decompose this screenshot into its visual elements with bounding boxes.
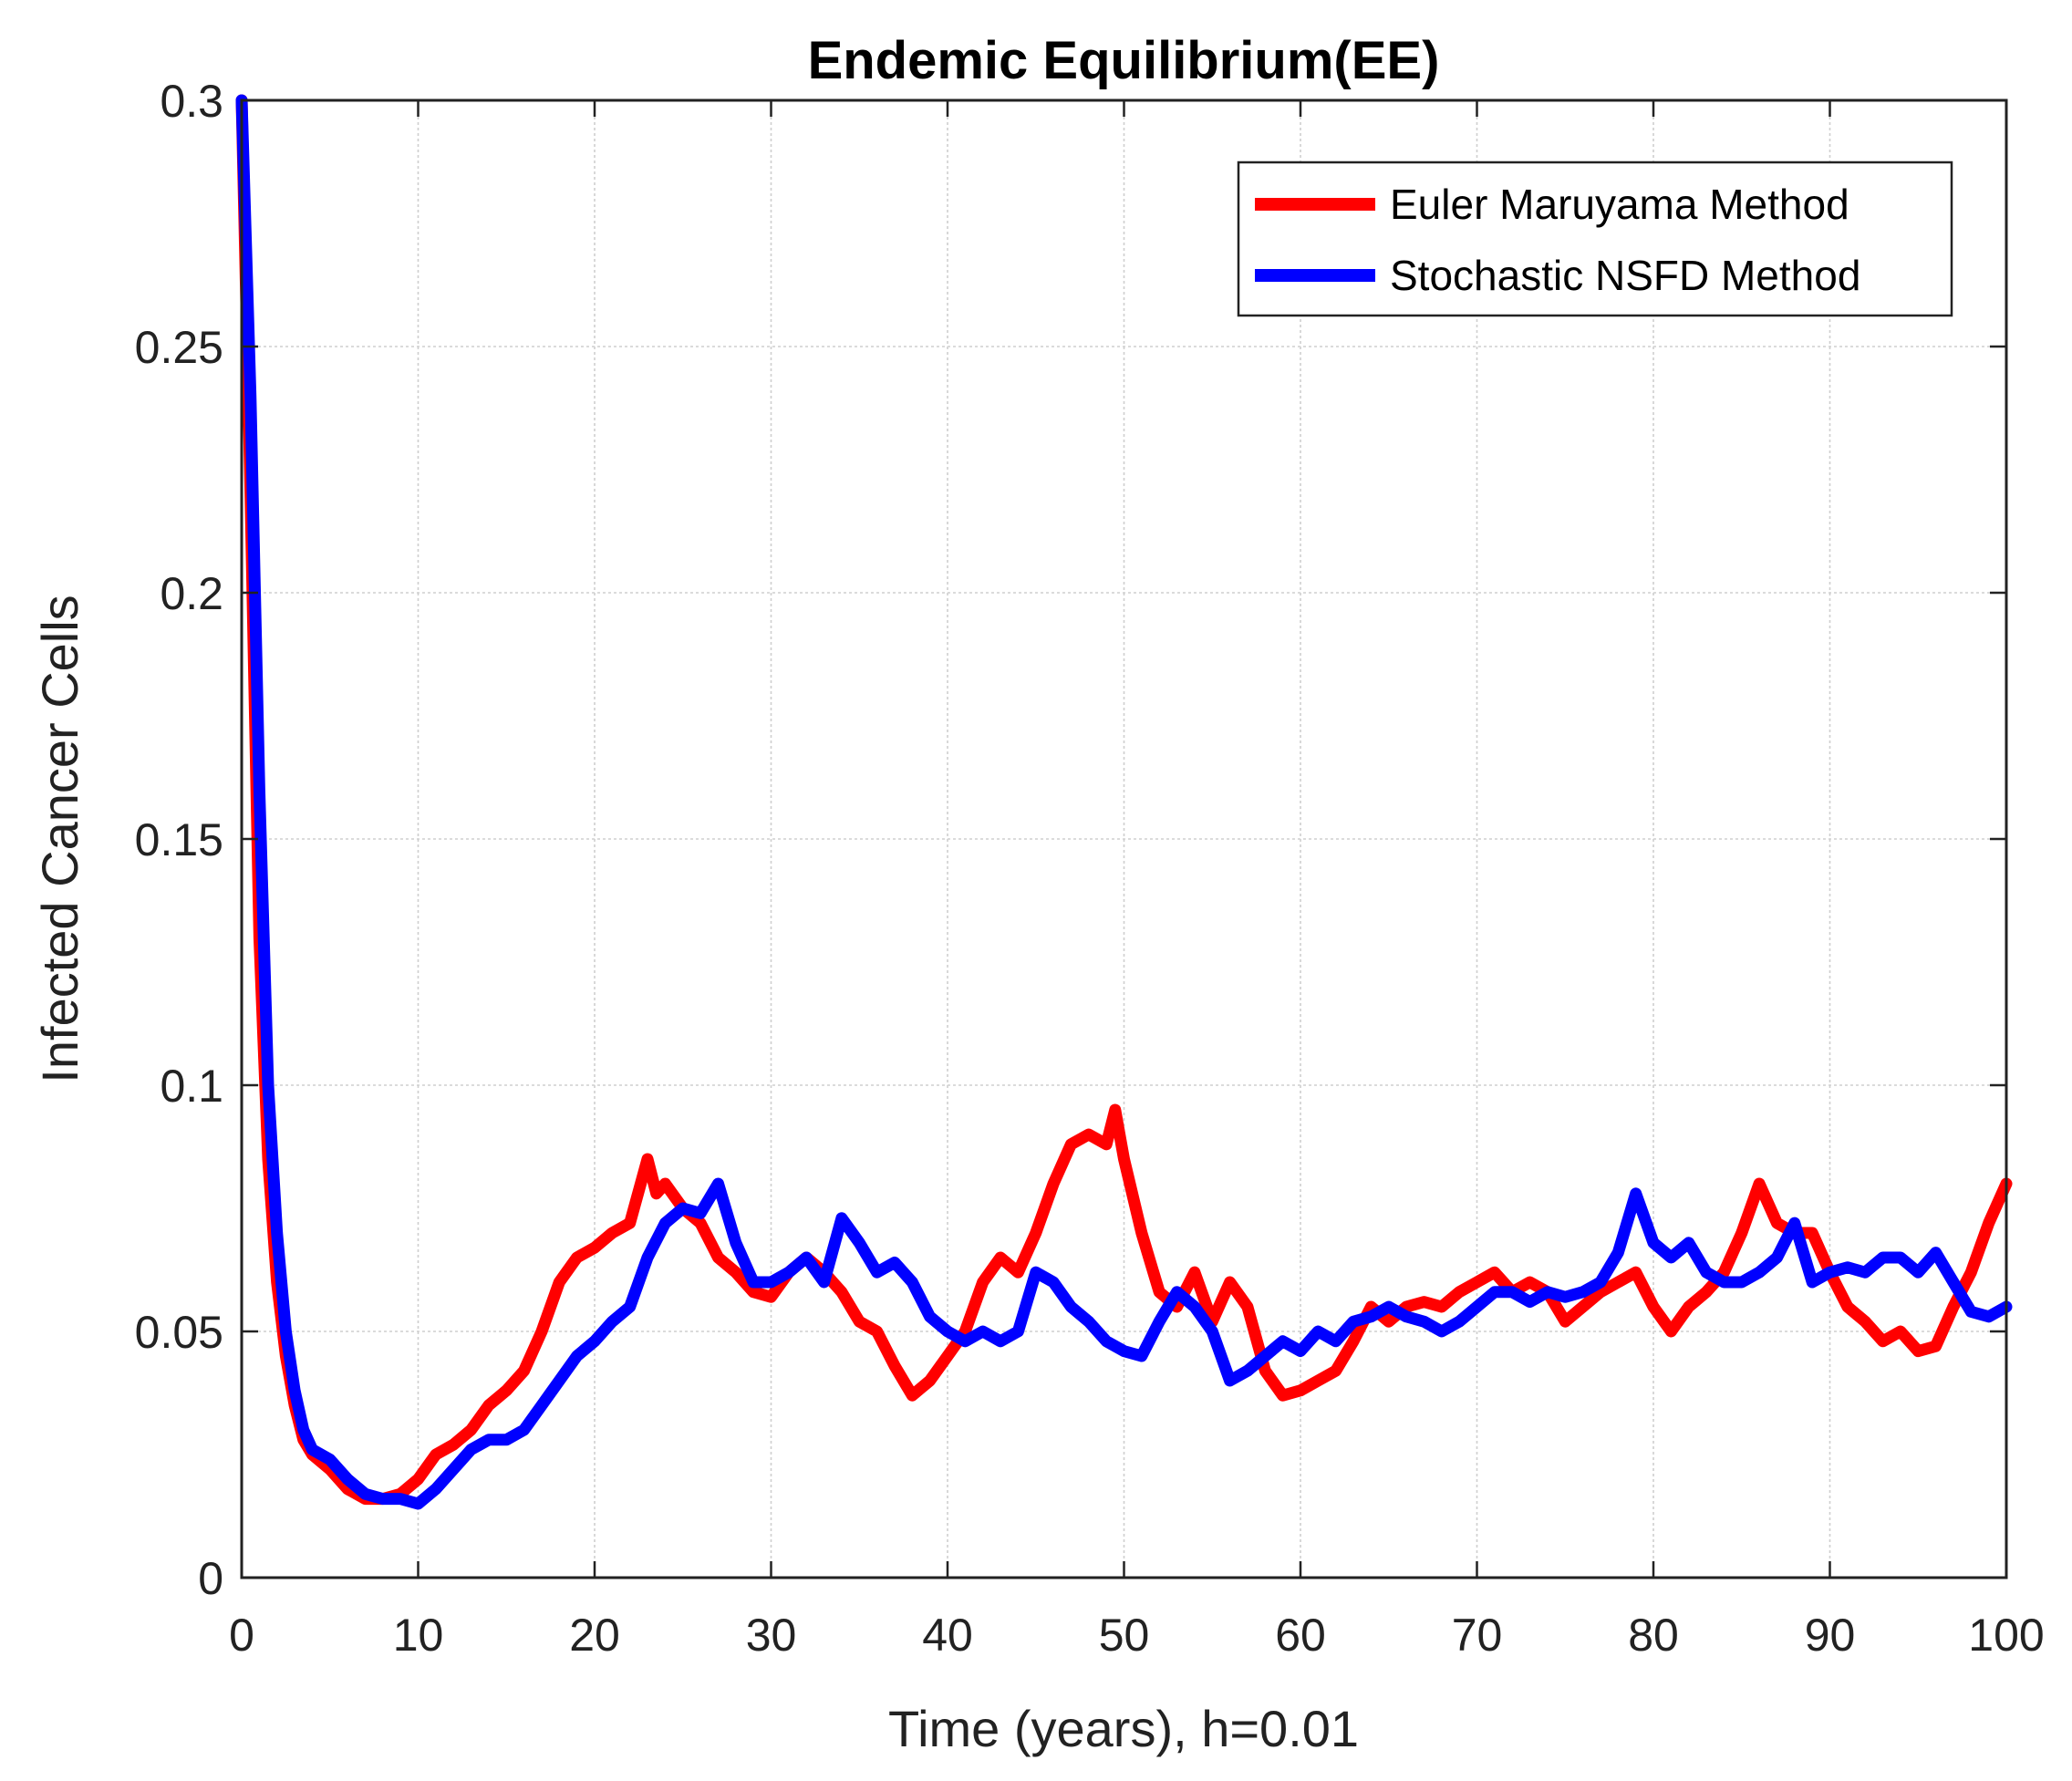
y-tick-label: 0 xyxy=(198,1553,223,1604)
y-axis-label: Infected Cancer Cells xyxy=(31,595,88,1082)
y-tick-labels: 0 0.05 0.1 0.15 0.2 0.25 0.3 xyxy=(135,76,223,1604)
legend-label-nsfd: Stochastic NSFD Method xyxy=(1390,252,1860,299)
y-tick-label: 0.1 xyxy=(160,1061,223,1112)
series-line-euler-maruyama xyxy=(235,94,2013,1506)
x-tick-label: 30 xyxy=(746,1610,797,1661)
x-tick-label: 100 xyxy=(1968,1610,2044,1661)
x-tick-labels: 0 10 20 30 40 50 60 70 80 90 100 xyxy=(229,1610,2045,1661)
y-tick-label: 0.25 xyxy=(135,322,223,373)
data-series xyxy=(235,94,2013,1510)
legend-label-euler: Euler Maruyama Method xyxy=(1390,181,1849,228)
x-axis-label: Time (years), h=0.01 xyxy=(888,1700,1359,1757)
legend-box xyxy=(1237,160,1953,317)
x-tick-label: 80 xyxy=(1628,1610,1679,1661)
x-tick-label: 70 xyxy=(1452,1610,1503,1661)
y-tick-label: 0.2 xyxy=(160,568,223,619)
x-tick-label: 90 xyxy=(1805,1610,1856,1661)
x-tick-label: 20 xyxy=(569,1610,620,1661)
axis-ticks xyxy=(240,98,2008,1579)
x-tick-label: 40 xyxy=(922,1610,973,1661)
series-line-stochastic-nsfd xyxy=(235,94,2013,1510)
x-tick-label: 10 xyxy=(393,1610,444,1661)
x-tick-label: 50 xyxy=(1099,1610,1150,1661)
x-tick-label: 0 xyxy=(229,1610,254,1661)
y-tick-label: 0.05 xyxy=(135,1307,223,1358)
x-tick-label: 60 xyxy=(1275,1610,1326,1661)
chart-title: Endemic Equilibrium(EE) xyxy=(808,31,1440,90)
y-tick-label: 0.3 xyxy=(160,76,223,127)
legend: Euler Maruyama Method Stochastic NSFD Me… xyxy=(1237,160,1953,317)
grid-lines xyxy=(242,100,2006,1578)
y-tick-label: 0.15 xyxy=(135,814,223,865)
